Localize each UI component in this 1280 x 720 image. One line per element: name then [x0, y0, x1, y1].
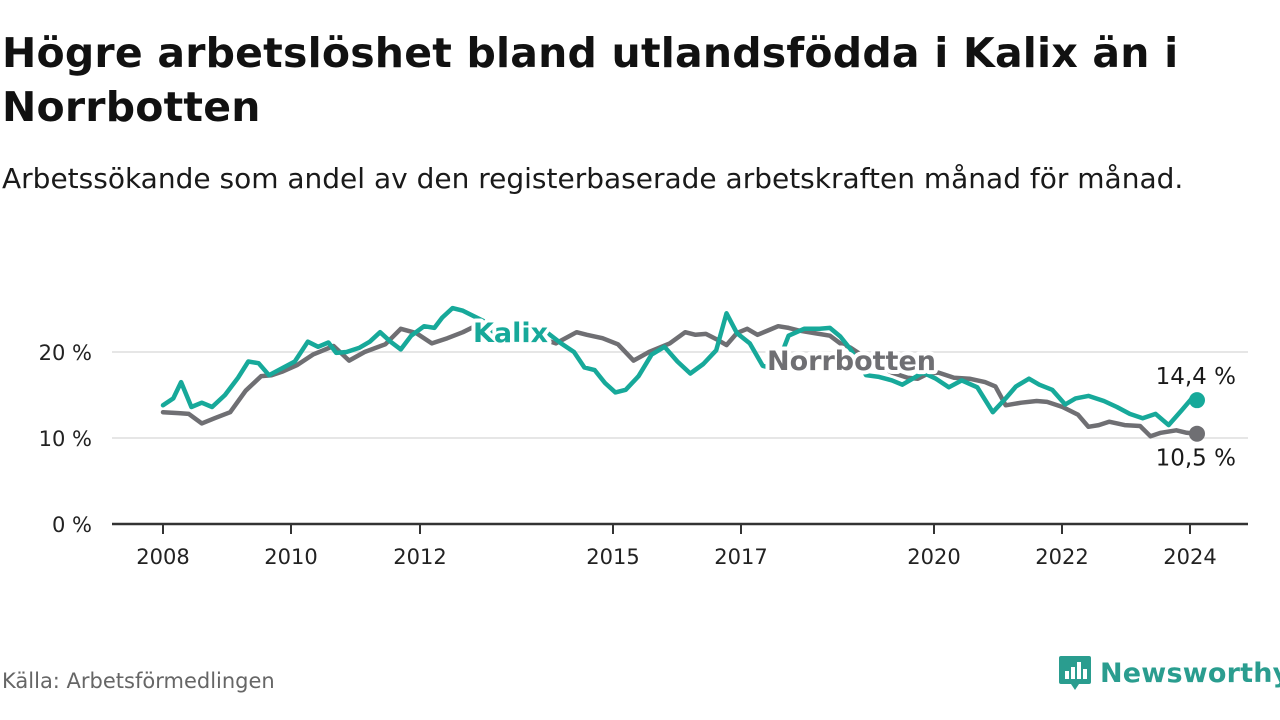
series-line-norrbotten: [160, 322, 1200, 439]
y-tick-label: 20 %: [39, 341, 92, 365]
end-value-label-norrbotten: 10,5 %: [1156, 446, 1236, 472]
x-tick-label: 2008: [136, 545, 189, 569]
end-marker-norrbotten: [1189, 425, 1205, 442]
series-label-kalix: Kalix: [473, 318, 548, 349]
page-subtitle: Arbetssökande som andel av den registerb…: [2, 162, 1184, 195]
y-tick-label: 0 %: [52, 513, 92, 537]
x-tick-label: 2015: [586, 545, 639, 569]
series-line-kalix: [160, 305, 1200, 428]
source-note: Källa: Arbetsförmedlingen: [2, 669, 275, 693]
x-tick-label: 2012: [393, 545, 446, 569]
end-marker-kalix: [1189, 392, 1205, 409]
x-tick-label: 2020: [907, 545, 960, 569]
brand-name: Newsworthy: [1100, 657, 1280, 689]
newsworthy-logo-icon: [1059, 656, 1091, 690]
brand-logo: Newsworthy: [1058, 654, 1280, 692]
end-value-label-kalix: 14,4 %: [1156, 364, 1236, 390]
y-tick-label: 10 %: [39, 427, 92, 451]
x-tick-label: 2017: [714, 545, 767, 569]
x-tick-label: 2010: [264, 545, 317, 569]
x-tick-label: 2022: [1035, 545, 1088, 569]
x-tick-label: 2024: [1163, 545, 1216, 569]
series-label-norrbotten: Norrbotten: [767, 346, 936, 377]
page-title: Högre arbetslöshet bland utlandsfödda i …: [2, 29, 1179, 131]
